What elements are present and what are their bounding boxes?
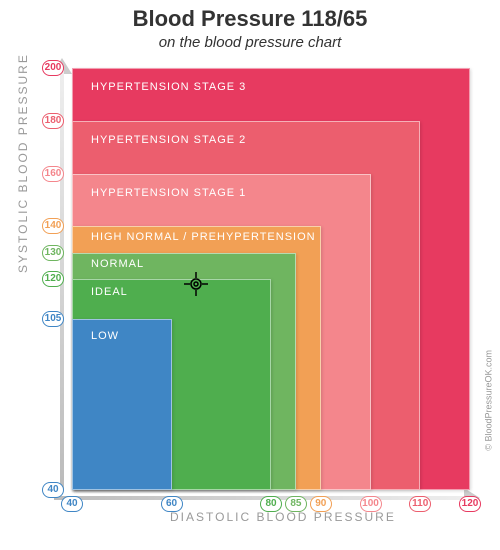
y-tick: 120 [42, 271, 64, 287]
y-tick: 130 [42, 245, 64, 261]
x-tick: 120 [459, 496, 481, 512]
band-label: LOW [91, 330, 119, 342]
y-tick: 105 [42, 311, 64, 327]
y-axis-label: SYSTOLIC BLOOD PRESSURE [16, 53, 30, 273]
band-label: HIGH NORMAL / PREHYPERTENSION [91, 231, 316, 243]
page-subtitle: on the blood pressure chart [0, 34, 500, 51]
band-low: LOW [72, 319, 172, 490]
x-tick: 85 [285, 496, 307, 512]
band-label: HYPERTENSION STAGE 1 [91, 187, 246, 199]
x-tick: 90 [310, 496, 332, 512]
y-tick: 140 [42, 218, 64, 234]
y-tick: 40 [42, 482, 64, 498]
band-label: IDEAL [91, 286, 128, 298]
band-label: NORMAL [91, 258, 144, 270]
x-tick: 80 [260, 496, 282, 512]
x-axis-label: DIASTOLIC BLOOD PRESSURE [170, 510, 396, 524]
page-title: Blood Pressure 118/65 [0, 6, 500, 32]
y-tick: 180 [42, 113, 64, 129]
y-tick: 200 [42, 60, 64, 76]
bp-chart: SYSTOLIC BLOOD PRESSURE DIASTOLIC BLOOD … [20, 58, 480, 528]
x-tick: 40 [61, 496, 83, 512]
x-tick: 110 [409, 496, 431, 512]
copyright: © BloodPressureOK.com [484, 350, 494, 451]
y-tick: 160 [42, 166, 64, 182]
x-tick: 60 [161, 496, 183, 512]
band-label: HYPERTENSION STAGE 3 [91, 81, 246, 93]
plot-area: HYPERTENSION STAGE 3 HYPERTENSION STAGE 2… [72, 68, 470, 490]
band-label: HYPERTENSION STAGE 2 [91, 134, 246, 146]
title-block: Blood Pressure 118/65 on the blood press… [0, 0, 500, 51]
x-tick: 100 [360, 496, 382, 512]
